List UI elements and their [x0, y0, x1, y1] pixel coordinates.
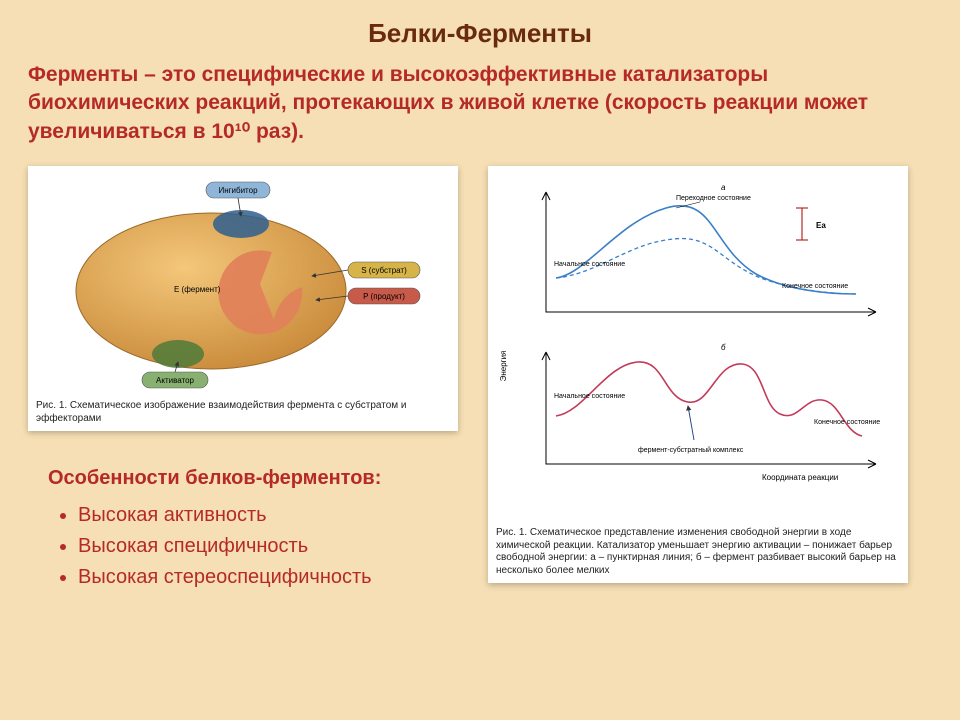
features-block: Особенности белков-ферментов: Высокая ак… [28, 467, 458, 593]
panel-a: а Переходное состояние Начальное состоян… [542, 183, 876, 316]
enzyme-diagram-svg: Ингибитор Активатор S (субстрат) P (прод… [36, 176, 450, 394]
ea-label: Eа [816, 221, 826, 230]
enzyme-label: E (фермент) [174, 285, 221, 294]
activator-label: Активатор [156, 376, 195, 385]
transition-label: Переходное состояние [676, 195, 751, 202]
inhibitor-label: Ингибитор [218, 186, 258, 195]
complex-label: фермент-субстратный комплекс [638, 446, 744, 454]
energy-figure-caption: Рис. 1. Схематическое представление изме… [496, 527, 900, 577]
panel-a-axes [546, 192, 876, 312]
panel-b-tag: б [721, 343, 726, 352]
slide-title: Белки-Ферменты [28, 18, 932, 49]
right-column: Энергия а Переходное состояние [488, 166, 908, 583]
feature-item: Высокая активность [78, 500, 458, 531]
y-axis-label: Энергия [499, 351, 508, 382]
final-label-a: Конечное состояние [782, 283, 848, 290]
panel-a-tag: а [721, 183, 726, 192]
substrate-label: S (субстрат) [361, 266, 407, 275]
product-label: P (продукт) [363, 292, 405, 301]
slide: Белки-Ферменты Ферменты – это специфичес… [0, 0, 960, 720]
energy-figure: Энергия а Переходное состояние [488, 166, 908, 583]
x-axis-label: Координата реакции [762, 473, 838, 482]
definition-text: Ферменты – это специфические и высокоэфф… [28, 61, 932, 146]
complex-arrow [688, 406, 694, 440]
enzyme-figure-caption: Рис. 1. Схематическое изображение взаимо… [36, 400, 450, 425]
features-list: Высокая активность Высокая специфичность… [28, 500, 458, 593]
final-label-b: Конечное состояние [814, 419, 880, 426]
energy-chart-svg: Энергия а Переходное состояние [496, 176, 900, 516]
initial-label-a: Начальное состояние [554, 261, 625, 268]
features-heading: Особенности белков-ферментов: [28, 467, 458, 490]
content-row: Ингибитор Активатор S (субстрат) P (прод… [28, 166, 932, 593]
ea-bracket: Eа [796, 208, 826, 240]
initial-label-b: Начальное состояние [554, 393, 625, 400]
panel-b: б Начальное состояние фермент-субстратны… [542, 343, 880, 482]
feature-item: Высокая специфичность [78, 531, 458, 562]
left-column: Ингибитор Активатор S (субстрат) P (прод… [28, 166, 458, 593]
enzyme-figure: Ингибитор Активатор S (субстрат) P (прод… [28, 166, 458, 431]
feature-item: Высокая стереоспецифичность [78, 562, 458, 593]
activator-pocket [152, 340, 204, 368]
panel-a-solid-curve [556, 206, 856, 294]
